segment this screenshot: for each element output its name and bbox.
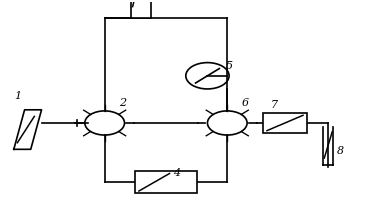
Text: 6: 6 (242, 98, 249, 108)
Bar (135, 171, 197, 193)
Text: 7: 7 (270, 100, 278, 110)
Text: 5: 5 (226, 61, 233, 71)
Text: 2: 2 (119, 98, 126, 108)
Text: 8: 8 (337, 146, 344, 156)
Bar (263, 113, 307, 133)
Text: 4: 4 (173, 168, 180, 178)
Text: 1: 1 (14, 91, 22, 101)
Bar (131, 0, 151, 18)
